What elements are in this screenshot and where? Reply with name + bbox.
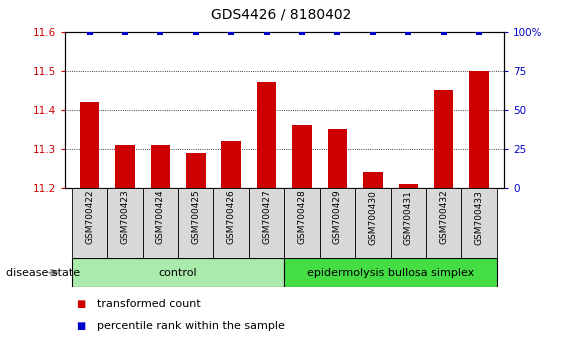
Point	[404, 29, 413, 35]
Bar	[355, 188, 391, 258]
Bar	[292, 125, 312, 188]
Bar	[391, 188, 426, 258]
Text: ■: ■	[76, 321, 85, 331]
Bar	[221, 141, 241, 188]
Text: transformed count: transformed count	[97, 299, 201, 309]
Point	[227, 29, 236, 35]
Text: GSM700426: GSM700426	[227, 190, 236, 245]
Bar	[257, 82, 276, 188]
Bar	[462, 188, 497, 258]
Text: GSM700423: GSM700423	[120, 190, 129, 245]
Bar	[80, 102, 99, 188]
Text: GSM700427: GSM700427	[262, 190, 271, 245]
Point	[120, 29, 129, 35]
Point	[262, 29, 271, 35]
Bar	[249, 188, 284, 258]
Text: disease state: disease state	[6, 268, 80, 278]
Bar	[284, 188, 320, 258]
Bar	[72, 188, 107, 258]
Text: percentile rank within the sample: percentile rank within the sample	[97, 321, 285, 331]
Point	[85, 29, 94, 35]
Bar	[320, 188, 355, 258]
Bar	[115, 145, 135, 188]
Text: GSM700430: GSM700430	[368, 190, 377, 245]
Text: GSM700428: GSM700428	[297, 190, 306, 245]
Bar	[151, 145, 170, 188]
Bar	[186, 153, 205, 188]
Text: GSM700432: GSM700432	[439, 190, 448, 245]
Text: GSM700431: GSM700431	[404, 190, 413, 245]
Bar	[107, 188, 142, 258]
Text: epidermolysis bullosa simplex: epidermolysis bullosa simplex	[307, 268, 474, 278]
Point	[475, 29, 484, 35]
Bar	[363, 172, 383, 188]
Bar	[213, 188, 249, 258]
Text: GSM700422: GSM700422	[85, 190, 94, 244]
Point	[191, 29, 200, 35]
Bar	[399, 184, 418, 188]
Point	[439, 29, 448, 35]
Text: GSM700429: GSM700429	[333, 190, 342, 245]
Text: GSM700433: GSM700433	[475, 190, 484, 245]
Text: GSM700424: GSM700424	[156, 190, 165, 244]
Text: ■: ■	[76, 299, 85, 309]
Bar	[426, 188, 462, 258]
Point	[297, 29, 306, 35]
Bar	[434, 90, 453, 188]
Bar	[328, 129, 347, 188]
Bar	[284, 258, 497, 287]
Bar	[470, 71, 489, 188]
Point	[333, 29, 342, 35]
Text: GDS4426 / 8180402: GDS4426 / 8180402	[211, 7, 352, 21]
Point	[368, 29, 377, 35]
Point	[156, 29, 165, 35]
Bar	[178, 188, 213, 258]
Bar	[72, 258, 284, 287]
Text: control: control	[159, 268, 198, 278]
Text: GSM700425: GSM700425	[191, 190, 200, 245]
Bar	[142, 188, 178, 258]
